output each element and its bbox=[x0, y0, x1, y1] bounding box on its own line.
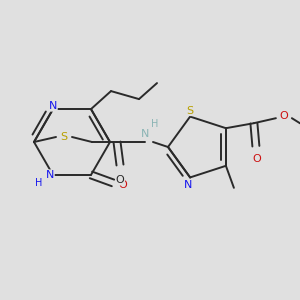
Text: S: S bbox=[187, 106, 194, 116]
Text: O: O bbox=[116, 175, 124, 185]
Text: N: N bbox=[141, 129, 149, 139]
Text: O: O bbox=[280, 111, 288, 121]
Text: N: N bbox=[46, 170, 54, 180]
Text: S: S bbox=[60, 132, 68, 142]
Text: O: O bbox=[118, 180, 127, 190]
Text: N: N bbox=[49, 101, 57, 111]
Text: H: H bbox=[35, 178, 43, 188]
Text: O: O bbox=[253, 154, 261, 164]
Text: H: H bbox=[151, 119, 159, 129]
Text: N: N bbox=[184, 180, 192, 190]
